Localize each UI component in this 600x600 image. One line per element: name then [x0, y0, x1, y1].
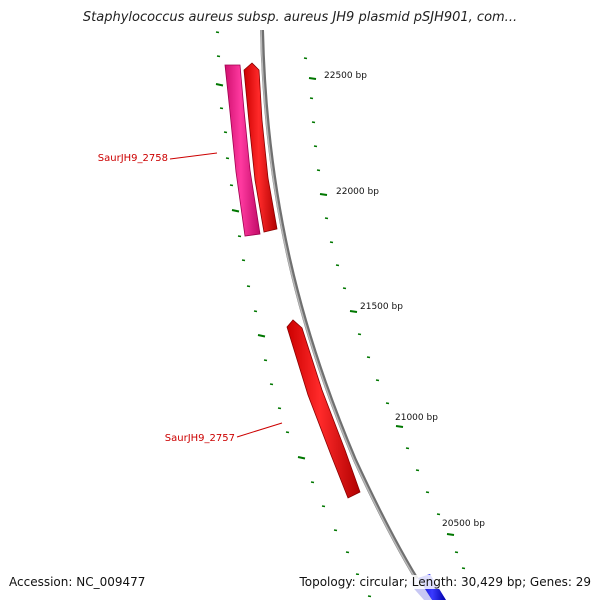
minor-tick: [342, 287, 347, 290]
minor-tick: [237, 235, 242, 238]
major-tick: [349, 310, 358, 313]
minor-tick: [375, 379, 380, 382]
minor-tick: [277, 407, 282, 410]
minor-tick: [385, 402, 390, 405]
genes-label: Genes:: [529, 575, 572, 589]
sequence-summary: Topology: circular; Length: 30,429 bp; G…: [295, 575, 591, 589]
minor-tick: [269, 383, 274, 386]
minor-tick: [215, 31, 220, 34]
minor-tick: [321, 505, 326, 508]
minor-tick: [425, 491, 430, 494]
tick-marks: [215, 31, 466, 598]
gene-2758-forward[interactable]: [243, 62, 278, 233]
minor-tick: [223, 131, 228, 134]
minor-tick: [303, 57, 308, 60]
minor-tick: [436, 513, 441, 516]
accession-value: NC_009477: [76, 575, 146, 589]
minor-tick: [219, 107, 224, 110]
minor-tick: [335, 264, 340, 267]
scale-label-22000: 22000 bp: [336, 187, 379, 197]
scale-label-21500: 21500 bp: [360, 302, 403, 312]
minor-tick: [225, 157, 230, 160]
plasmid-backbone: [260, 29, 432, 600]
minor-tick: [454, 551, 459, 554]
major-tick: [257, 334, 266, 338]
minor-tick: [405, 447, 410, 450]
minor-tick: [285, 431, 290, 434]
accession-label: Accession:: [9, 575, 73, 589]
minor-tick: [263, 359, 268, 362]
minor-tick: [461, 567, 466, 570]
minor-tick: [345, 551, 350, 554]
minor-tick: [216, 55, 221, 58]
minor-tick: [367, 595, 372, 598]
gene-2757-forward[interactable]: [286, 319, 361, 499]
gene-label-line-2758: [169, 152, 218, 160]
minor-tick: [333, 529, 338, 532]
major-tick: [308, 77, 317, 80]
plasmid-backbone-highlight: [260, 29, 430, 600]
gene-label-2757[interactable]: SaurJH9_2757: [165, 433, 235, 444]
minor-tick: [246, 285, 251, 288]
length-label: Length:: [411, 575, 458, 589]
scale-label-22500: 22500 bp: [324, 71, 367, 81]
minor-tick: [329, 241, 334, 244]
scale-label-20500: 20500 bp: [442, 519, 485, 529]
minor-tick: [324, 217, 329, 220]
major-tick: [395, 425, 404, 428]
length-value: 30,429 bp: [461, 575, 523, 589]
map-title: Staphylococcus aureus subsp. aureus JH9 …: [82, 10, 518, 25]
minor-tick: [415, 469, 420, 472]
major-tick: [319, 193, 328, 196]
topology-value: circular: [359, 575, 404, 589]
minor-tick: [241, 259, 246, 262]
minor-tick: [310, 481, 315, 484]
major-tick: [446, 533, 455, 536]
minor-tick: [316, 169, 321, 172]
gene-reverse-pink[interactable]: [224, 64, 261, 237]
gene-label-line-2757: [236, 422, 283, 438]
minor-tick: [253, 310, 258, 313]
minor-tick: [366, 356, 371, 359]
topology-label: Topology:: [299, 575, 356, 589]
minor-tick: [313, 145, 318, 148]
minor-tick: [309, 97, 314, 100]
minor-tick: [311, 121, 316, 124]
major-tick: [215, 83, 224, 87]
scale-label-21000: 21000 bp: [395, 413, 438, 423]
genes-value: 29: [575, 575, 591, 589]
accession-info: Accession: NC_009477: [9, 575, 145, 589]
gene-label-2758[interactable]: SaurJH9_2758: [98, 153, 168, 164]
major-tick: [231, 209, 240, 213]
minor-tick: [355, 573, 360, 576]
minor-tick: [229, 184, 234, 187]
minor-tick: [357, 333, 362, 336]
major-tick: [297, 456, 306, 460]
